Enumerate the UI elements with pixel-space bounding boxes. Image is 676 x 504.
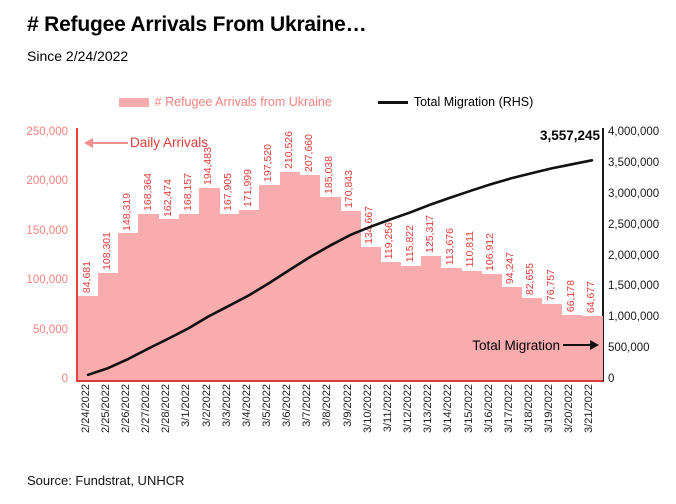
bar-3/6/2022[interactable] — [279, 172, 301, 380]
chart-legend: # Refugee Arrivals from Ukraine Total Mi… — [0, 95, 664, 109]
x-axis-date-label: 3/6/2022 — [281, 384, 294, 427]
x-axis-date-label: 3/5/2022 — [260, 384, 273, 427]
x-axis-date-label: 2/24/2022 — [79, 384, 92, 433]
bar-3/17/2022[interactable] — [501, 286, 522, 380]
legend-item-total-migration[interactable]: Total Migration (RHS) — [377, 95, 534, 109]
right-axis-tick: 500,000 — [608, 342, 650, 355]
right-axis-tick: 1,500,000 — [608, 280, 660, 293]
x-axis-date-label: 3/18/2022 — [522, 384, 535, 433]
bar-3/20/2022[interactable] — [561, 314, 583, 380]
bar-3/9/2022[interactable] — [340, 211, 361, 380]
x-axis-date-label: 3/15/2022 — [462, 384, 475, 433]
bar-3/3/2022[interactable] — [219, 214, 240, 380]
bar-3/16/2022[interactable] — [481, 274, 502, 380]
line-series-swatch — [377, 100, 408, 104]
bar-3/13/2022[interactable] — [420, 256, 442, 380]
x-axis-date-label: 3/12/2022 — [402, 384, 415, 433]
total-migration-arrow — [563, 344, 591, 346]
daily-arrivals-annotation: Daily Arrivals — [130, 135, 209, 150]
bar-2/27/2022[interactable] — [138, 213, 160, 380]
chart-subtitle: Since 2/24/2022 — [27, 48, 129, 64]
right-axis-tick: 2,500,000 — [608, 218, 660, 231]
left-axis-tick: 200,000 — [26, 175, 68, 188]
x-axis-date-label: 3/8/2022 — [321, 384, 334, 427]
right-axis-tick: 3,000,000 — [608, 187, 660, 200]
bar-3/19/2022[interactable] — [541, 304, 563, 380]
x-axis-date-label: 3/2/2022 — [200, 384, 213, 427]
x-axis-date-label: 3/20/2022 — [563, 384, 576, 433]
page-title: # Refugee Arrivals From Ukraine… — [27, 13, 367, 36]
bar-3/11/2022[interactable] — [380, 262, 402, 380]
x-axis-date-label: 3/11/2022 — [381, 384, 394, 433]
x-axis-date-label: 3/21/2022 — [583, 384, 596, 433]
total-migration-arrowhead-icon — [590, 340, 599, 350]
x-axis-date-label: 3/7/2022 — [301, 384, 314, 427]
right-axis-tick: 4,000,000 — [608, 126, 660, 138]
x-axis-date-label: 2/25/2022 — [99, 384, 112, 433]
right-axis-tick: 0 — [608, 373, 615, 385]
legend-item-refugee-arrivals[interactable]: # Refugee Arrivals from Ukraine — [118, 95, 332, 109]
left-axis-tick: 0 — [61, 373, 68, 385]
bar-2/25/2022[interactable] — [98, 273, 119, 380]
x-axis-date-label: 2/26/2022 — [119, 384, 132, 433]
daily-arrivals-arrowhead-icon — [84, 138, 93, 148]
legend-label-bar: # Refugee Arrivals from Ukraine — [154, 95, 332, 109]
daily-arrivals-arrow — [92, 142, 128, 144]
x-axis-date-label: 3/3/2022 — [220, 384, 233, 427]
right-axis-tick: 1,000,000 — [608, 311, 660, 324]
bar-3/10/2022[interactable] — [360, 246, 381, 380]
bar-3/14/2022[interactable] — [440, 267, 462, 380]
total-migration-line[interactable] — [78, 128, 602, 380]
final-total-label: 3,557,245 — [539, 128, 600, 143]
source-note: Source: Fundstrat, UNHCR — [27, 473, 185, 488]
bar-3/18/2022[interactable] — [521, 298, 543, 380]
bar-3/12/2022[interactable] — [400, 265, 422, 380]
right-axis-tick: 2,000,000 — [608, 249, 660, 262]
left-axis-tick: 250,000 — [26, 126, 68, 138]
x-axis-date-label: 2/27/2022 — [140, 384, 153, 433]
left-axis-tick: 100,000 — [26, 274, 68, 287]
bar-3/15/2022[interactable] — [460, 270, 482, 380]
x-axis-date-label: 3/9/2022 — [341, 384, 354, 427]
total-migration-annotation: Total Migration — [472, 338, 560, 353]
left-axis-tick: 50,000 — [32, 323, 68, 336]
bar-series-swatch — [118, 97, 149, 107]
bar-3/2/2022[interactable] — [198, 187, 220, 380]
right-axis-tick: 3,500,000 — [608, 156, 660, 169]
x-axis-date-label: 3/16/2022 — [482, 384, 495, 433]
x-axis-date-label: 3/17/2022 — [502, 384, 515, 433]
bar-2/24/2022[interactable] — [78, 296, 99, 380]
x-axis-date-label: 3/10/2022 — [361, 384, 374, 433]
bar-2/26/2022[interactable] — [118, 233, 140, 380]
x-axis-date-label: 3/1/2022 — [180, 384, 193, 427]
left-axis-tick: 150,000 — [26, 224, 68, 237]
x-axis-date-label: 3/19/2022 — [543, 384, 556, 433]
plot-area: 84,681 108,301 148,319 168,364 162,474 168,15… — [76, 128, 604, 382]
x-axis-date-label: 3/14/2022 — [442, 384, 455, 433]
legend-label-line: Total Migration (RHS) — [413, 95, 534, 109]
x-axis-date-label: 3/13/2022 — [422, 384, 435, 433]
bar-3/7/2022[interactable] — [299, 174, 321, 380]
x-axis-date-label: 2/28/2022 — [160, 384, 173, 433]
bar-3/1/2022[interactable] — [178, 213, 200, 380]
x-axis-date-label: 3/4/2022 — [240, 384, 253, 427]
